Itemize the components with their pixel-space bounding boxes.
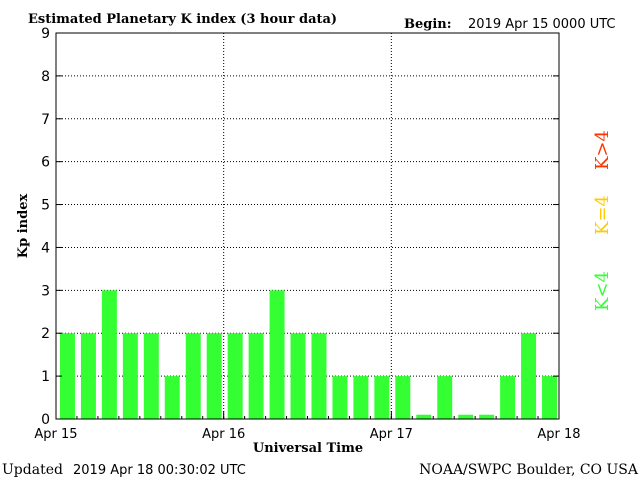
y-tick-label: 4	[41, 240, 50, 256]
y-tick-label: 5	[41, 198, 50, 214]
begin-value: 2019 Apr 15 0000 UTC	[468, 17, 616, 32]
kp-bar	[122, 333, 138, 419]
y-axis-label: Kp index	[16, 194, 31, 259]
kp-bar	[164, 376, 180, 419]
data-bars	[60, 290, 557, 419]
y-tick-label: 9	[41, 26, 50, 42]
kp-bar	[311, 333, 327, 419]
kp-bar	[458, 414, 474, 419]
y-tick-label: 3	[41, 283, 50, 299]
kp-bar	[479, 414, 495, 419]
k-level-legend: K>4 K=4 K<4	[592, 130, 613, 311]
kp-bar	[395, 376, 411, 419]
y-tick-label: 1	[41, 369, 50, 385]
y-tick-label: 2	[41, 326, 50, 342]
y-tick-label: 7	[41, 112, 50, 128]
source-credit: NOAA/SWPC Boulder, CO USA	[419, 462, 639, 478]
kp-bar	[248, 333, 264, 419]
updated-label: Updated	[2, 462, 63, 478]
x-axis-ticks: Apr 15 Apr 16 Apr 17 Apr 18	[34, 411, 581, 442]
x-tick-label: Apr 16	[202, 427, 245, 442]
y-tick-label: 0	[41, 412, 50, 428]
kp-bar	[416, 414, 432, 419]
x-tick-label: Apr 15	[34, 427, 77, 442]
begin-label: Begin:	[404, 17, 452, 32]
y-tick-label: 8	[41, 69, 50, 85]
kp-bar	[290, 333, 306, 419]
kp-bar	[437, 376, 453, 419]
y-axis-ticks: 0 1 2 3 4 5 6 7 8 9	[41, 26, 559, 428]
kp-bar	[374, 376, 390, 419]
kp-bar	[353, 376, 369, 419]
y-tick-label: 6	[41, 155, 50, 171]
x-axis-label: Universal Time	[253, 441, 363, 456]
kp-bar	[206, 333, 222, 419]
kp-bar	[227, 333, 243, 419]
kp-bar	[80, 333, 96, 419]
kp-bar	[542, 376, 557, 419]
kp-bar	[101, 290, 117, 419]
updated-value: 2019 Apr 18 00:30:02 UTC	[73, 463, 246, 478]
legend-label: K>4	[592, 130, 613, 170]
kp-bar	[60, 333, 75, 419]
kp-bar	[143, 333, 159, 419]
kp-bar	[332, 376, 348, 419]
kp-bar	[500, 376, 516, 419]
plot-grid	[56, 33, 559, 419]
kp-bar	[185, 333, 201, 419]
legend-label: K<4	[592, 271, 613, 311]
x-tick-label: Apr 18	[537, 427, 580, 442]
x-tick-label: Apr 17	[370, 427, 413, 442]
kp-bar	[521, 333, 537, 419]
kp-bar	[269, 290, 285, 419]
legend-label: K=4	[592, 195, 613, 235]
chart-title: Estimated Planetary K index (3 hour data…	[28, 12, 337, 27]
